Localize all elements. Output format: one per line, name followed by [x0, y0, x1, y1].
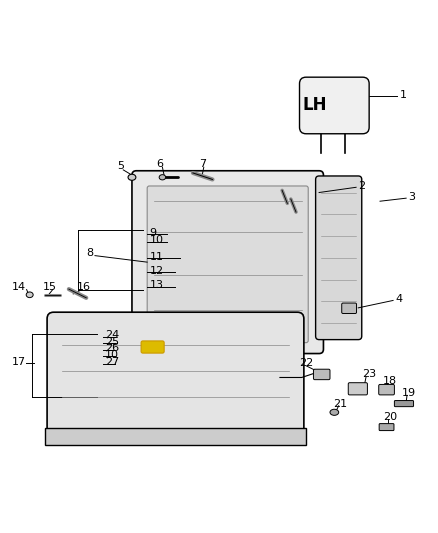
- Ellipse shape: [159, 175, 166, 180]
- FancyBboxPatch shape: [45, 427, 306, 445]
- Ellipse shape: [128, 174, 136, 180]
- Text: 3: 3: [408, 192, 415, 202]
- Text: 2: 2: [358, 181, 365, 191]
- Text: 23: 23: [363, 369, 377, 379]
- FancyBboxPatch shape: [379, 424, 394, 431]
- Text: 11: 11: [149, 252, 163, 262]
- Text: 19: 19: [402, 387, 416, 398]
- FancyBboxPatch shape: [394, 400, 413, 407]
- Text: 26: 26: [105, 343, 119, 353]
- Text: 12: 12: [149, 266, 163, 276]
- Text: 14: 14: [12, 282, 26, 293]
- Text: 4: 4: [395, 294, 403, 304]
- FancyBboxPatch shape: [314, 369, 330, 379]
- Text: 22: 22: [300, 358, 314, 368]
- FancyBboxPatch shape: [47, 312, 304, 434]
- Text: 6: 6: [156, 159, 163, 169]
- Text: 25: 25: [105, 337, 119, 347]
- FancyBboxPatch shape: [379, 384, 394, 395]
- Text: 20: 20: [383, 411, 397, 422]
- Text: 18: 18: [383, 376, 397, 385]
- Text: 17: 17: [12, 357, 26, 367]
- Text: 1: 1: [399, 90, 406, 100]
- FancyBboxPatch shape: [141, 341, 164, 353]
- Text: 21: 21: [333, 399, 347, 409]
- Text: 7: 7: [199, 159, 207, 169]
- FancyBboxPatch shape: [300, 77, 369, 134]
- Ellipse shape: [330, 409, 339, 415]
- Text: 5: 5: [117, 161, 124, 172]
- Text: 24: 24: [105, 330, 119, 340]
- FancyBboxPatch shape: [316, 176, 362, 340]
- Text: LH: LH: [303, 96, 327, 115]
- Text: 16: 16: [77, 282, 91, 293]
- Ellipse shape: [26, 292, 33, 297]
- Text: 10: 10: [105, 350, 119, 360]
- FancyBboxPatch shape: [147, 186, 308, 343]
- FancyBboxPatch shape: [348, 383, 367, 395]
- Text: 10: 10: [149, 236, 163, 245]
- FancyBboxPatch shape: [342, 303, 357, 313]
- Text: 9: 9: [149, 228, 156, 238]
- Text: 8: 8: [86, 248, 93, 259]
- FancyBboxPatch shape: [132, 171, 323, 353]
- Text: 27: 27: [105, 357, 119, 367]
- Text: 13: 13: [149, 280, 163, 290]
- Text: 15: 15: [43, 282, 57, 293]
